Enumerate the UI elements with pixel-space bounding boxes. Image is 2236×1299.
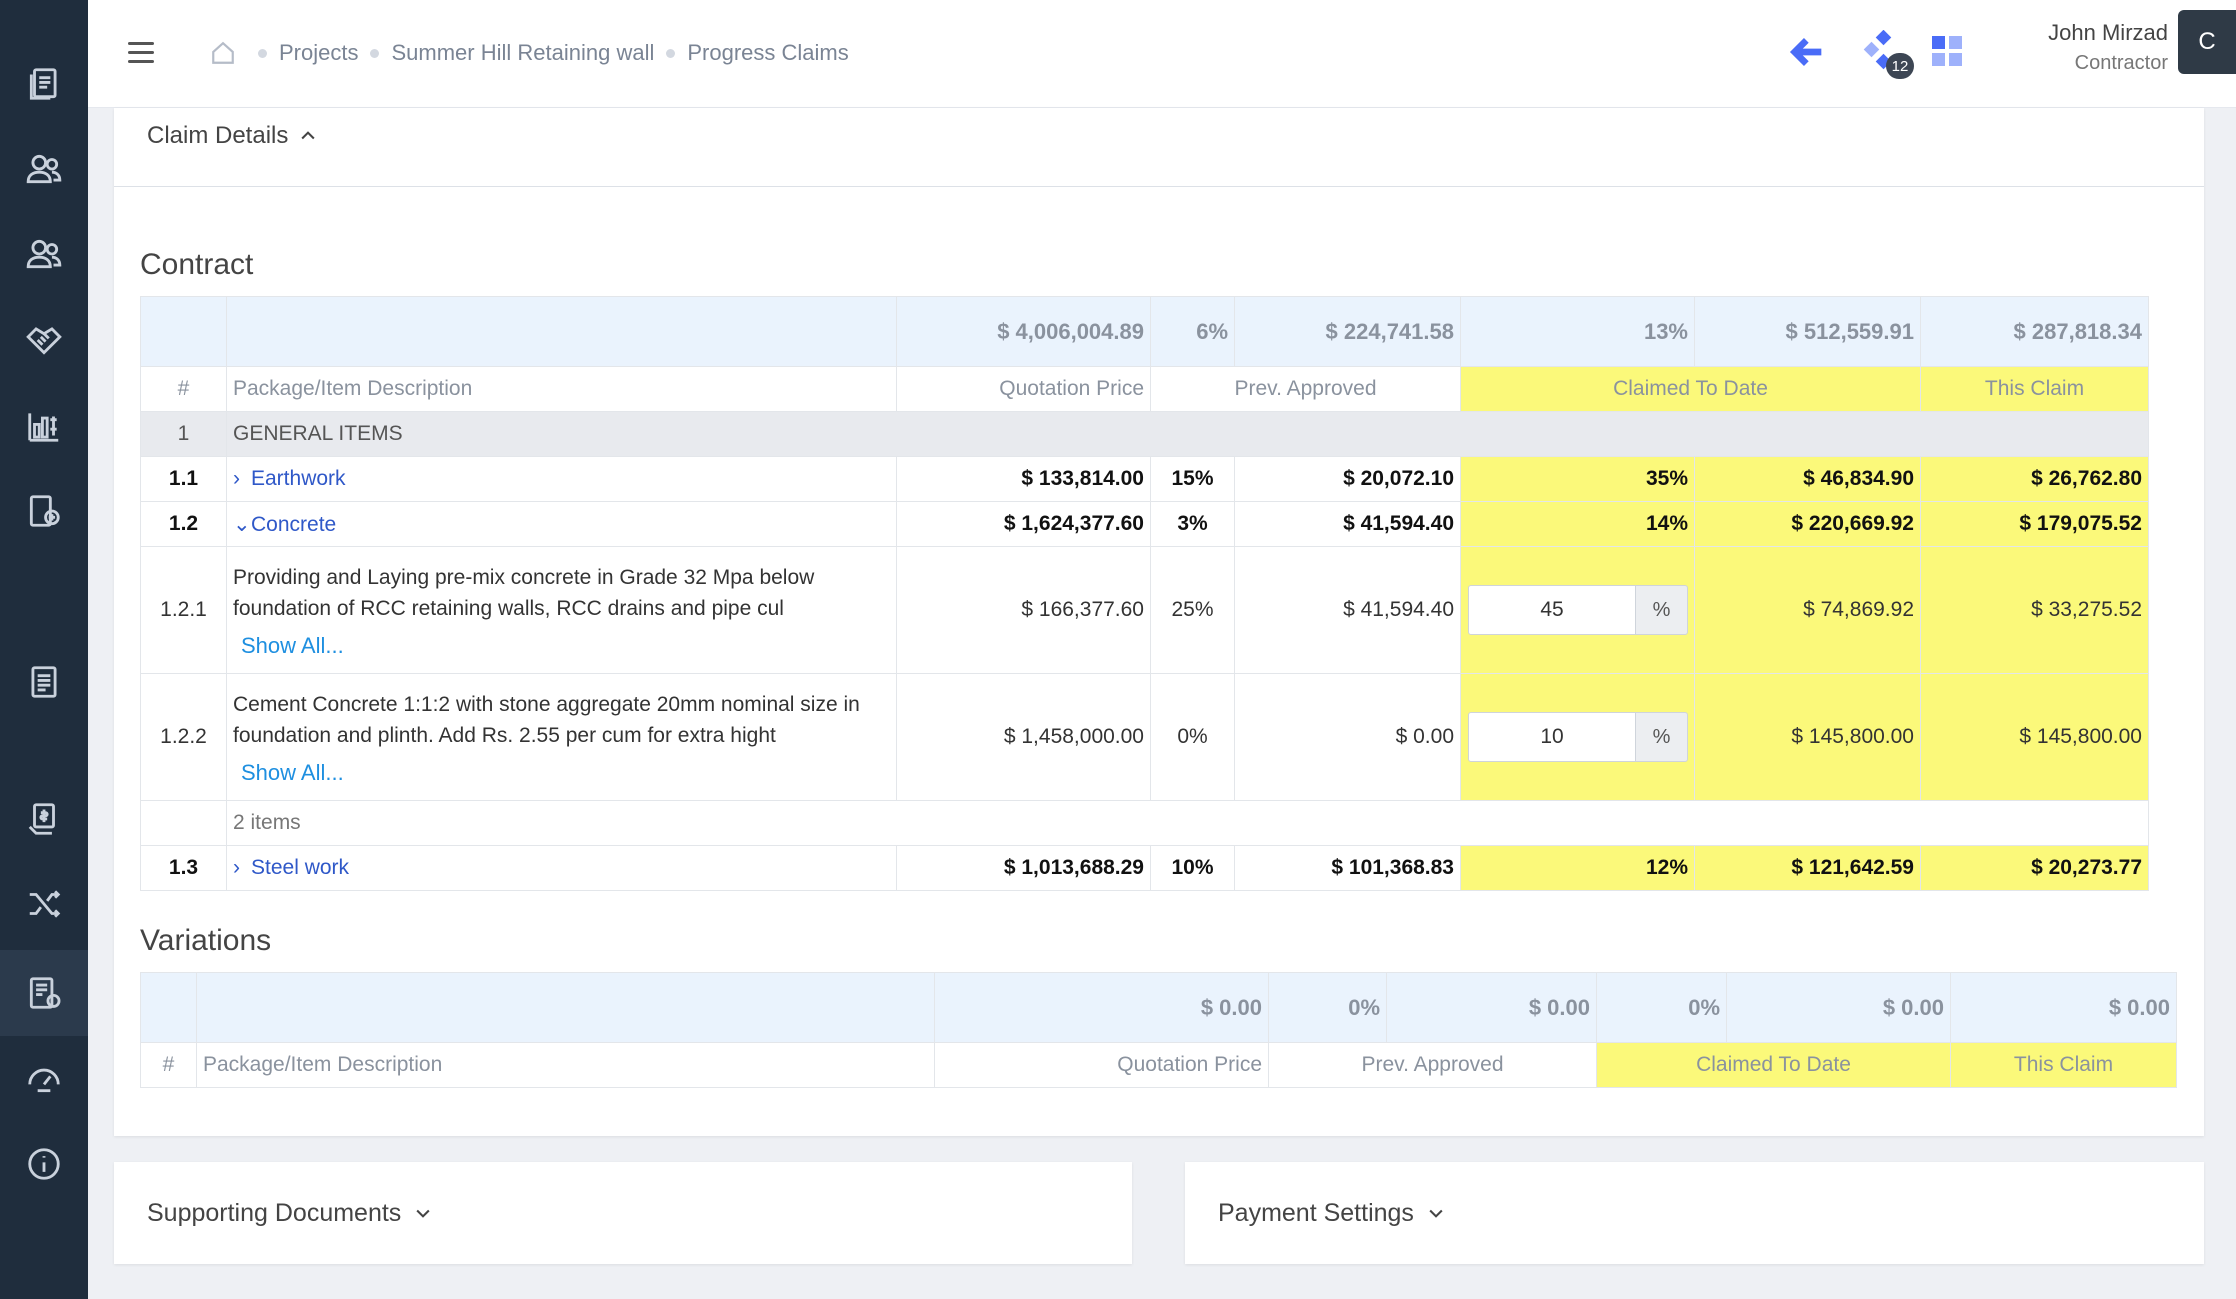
info-icon[interactable]: [20, 1140, 68, 1188]
var-total-this-claim: $ 0.00: [1950, 972, 2177, 1043]
earthwork-link[interactable]: Earthwork: [251, 467, 346, 490]
invoice-icon[interactable]: [20, 658, 68, 706]
claim-percent-input[interactable]: [1468, 712, 1636, 762]
contract-table: $ 4,006,004.89 6% $ 224,741.58 13% $ 512…: [140, 296, 2149, 891]
chevron-down-icon[interactable]: ⌄: [233, 512, 251, 536]
chevron-right-icon[interactable]: ›: [233, 856, 240, 879]
var-total-prev-pct: 0%: [1268, 972, 1387, 1043]
claim-details-toggle[interactable]: Claim Details: [147, 122, 318, 150]
header-num: #: [140, 366, 227, 412]
breadcrumb-projects[interactable]: Projects: [258, 40, 358, 66]
var-total-claimed-to-date: $ 0.00: [1726, 972, 1951, 1043]
contract-totals-row: $ 4,006,004.89 6% $ 224,741.58 13% $ 512…: [140, 296, 2149, 367]
documents-icon[interactable]: [20, 60, 68, 108]
payment-icon[interactable]: [20, 795, 68, 843]
claims-icon[interactable]: [20, 969, 68, 1017]
breadcrumb-project[interactable]: Summer Hill Retaining wall: [370, 40, 654, 66]
header-claimed: Claimed To Date: [1460, 366, 1921, 412]
items-count-row: 2 items: [140, 800, 2149, 846]
avatar[interactable]: C: [2178, 10, 2236, 74]
dashboard-icon[interactable]: [20, 1054, 68, 1102]
total-quotation: $ 4,006,004.89: [896, 296, 1151, 367]
steel-work-link[interactable]: Steel work: [251, 856, 350, 879]
sidebar: [0, 0, 88, 1299]
variations-table: $ 0.00 0% $ 0.00 0% $ 0.00 $ 0.00 # Pack…: [140, 972, 2177, 1088]
header-this: This Claim: [1920, 366, 2149, 412]
contract-header-row: # Package/Item Description Quotation Pri…: [140, 366, 2149, 412]
breadcrumb-progress-claims[interactable]: Progress Claims: [666, 40, 849, 66]
users-icon[interactable]: [20, 145, 68, 193]
breadcrumb: Projects Summer Hill Retaining wall Prog…: [258, 40, 861, 66]
show-all-link[interactable]: Show All...: [241, 633, 344, 658]
show-all-link[interactable]: Show All...: [241, 760, 344, 785]
home-icon[interactable]: [210, 40, 236, 66]
supporting-documents-toggle[interactable]: Supporting Documents: [114, 1162, 1132, 1264]
contract-title: Contract: [140, 248, 254, 281]
divider: [114, 186, 2204, 187]
concrete-link[interactable]: Concrete: [251, 512, 337, 536]
total-prev-approved: $ 224,741.58: [1234, 296, 1461, 367]
handshake-icon[interactable]: [20, 316, 68, 364]
total-claimed-to-date: $ 512,559.91: [1694, 296, 1921, 367]
item-description: Providing and Laying pre-mix concrete in…: [233, 566, 815, 620]
analytics-icon[interactable]: [20, 402, 68, 450]
table-row-concrete[interactable]: 1.2 ⌄Concrete $ 1,624,377.60 3% $ 41,594…: [140, 501, 2149, 547]
group-label: GENERAL ITEMS: [226, 411, 2149, 457]
table-row-concrete-1: 1.2.1 Providing and Laying pre-mix concr…: [140, 546, 2149, 674]
var-total-claimed-pct: 0%: [1596, 972, 1727, 1043]
user-role: Contractor: [2074, 52, 2168, 74]
percent-addon: %: [1636, 585, 1688, 635]
percent-addon: %: [1636, 712, 1688, 762]
var-total-prev-approved: $ 0.00: [1386, 972, 1597, 1043]
header-prev: Prev. Approved: [1150, 366, 1461, 412]
shuffle-icon[interactable]: [20, 880, 68, 928]
table-row-earthwork[interactable]: 1.1 › Earthwork $ 133,814.00 15% $ 20,072…: [140, 456, 2149, 502]
total-this-claim: $ 287,818.34: [1920, 296, 2149, 367]
contacts-icon[interactable]: [20, 230, 68, 278]
table-row-steel[interactable]: 1.3 › Steel work $ 1,013,688.29 10% $ 101…: [140, 845, 2149, 891]
items-count: 2 items: [226, 800, 2149, 846]
header-quotation: Quotation Price: [896, 366, 1151, 412]
top-header: Projects Summer Hill Retaining wall Prog…: [88, 0, 2236, 108]
variations-totals-row: $ 0.00 0% $ 0.00 0% $ 0.00 $ 0.00: [140, 972, 2177, 1043]
sidebar-active-indicator: [0, 950, 88, 1036]
var-total-quotation: $ 0.00: [934, 972, 1269, 1043]
header-desc: Package/Item Description: [226, 366, 897, 412]
table-row-concrete-2: 1.2.2 Cement Concrete 1:1:2 with stone a…: [140, 673, 2149, 801]
reports-icon[interactable]: [20, 487, 68, 535]
total-prev-pct: 6%: [1150, 296, 1235, 367]
variations-title: Variations: [140, 924, 272, 957]
menu-icon[interactable]: [128, 42, 154, 64]
total-claimed-pct: 13%: [1460, 296, 1695, 367]
diamond-apps-icon[interactable]: [1860, 29, 1904, 74]
user-name: John Mirzad: [2048, 20, 2168, 45]
variations-header-row: # Package/Item Description Quotation Pri…: [140, 1042, 2177, 1088]
group-row: 1 GENERAL ITEMS: [140, 411, 2149, 457]
chevron-right-icon[interactable]: ›: [233, 467, 240, 490]
chevron-up-icon: [301, 131, 315, 140]
grid-icon[interactable]: [1930, 34, 1964, 68]
claim-percent-input[interactable]: [1468, 585, 1636, 635]
claim-details-card: Claim Details Contract $ 4,006,004.89 6%…: [114, 108, 2204, 1136]
back-arrow-icon[interactable]: [1788, 32, 1828, 72]
item-description: Cement Concrete 1:1:2 with stone aggrega…: [233, 693, 860, 747]
payment-settings-toggle[interactable]: Payment Settings: [1185, 1162, 2204, 1264]
notification-badge: 12: [1886, 53, 1914, 79]
chevron-down-icon: [1429, 1209, 1443, 1218]
chevron-down-icon: [416, 1209, 430, 1218]
